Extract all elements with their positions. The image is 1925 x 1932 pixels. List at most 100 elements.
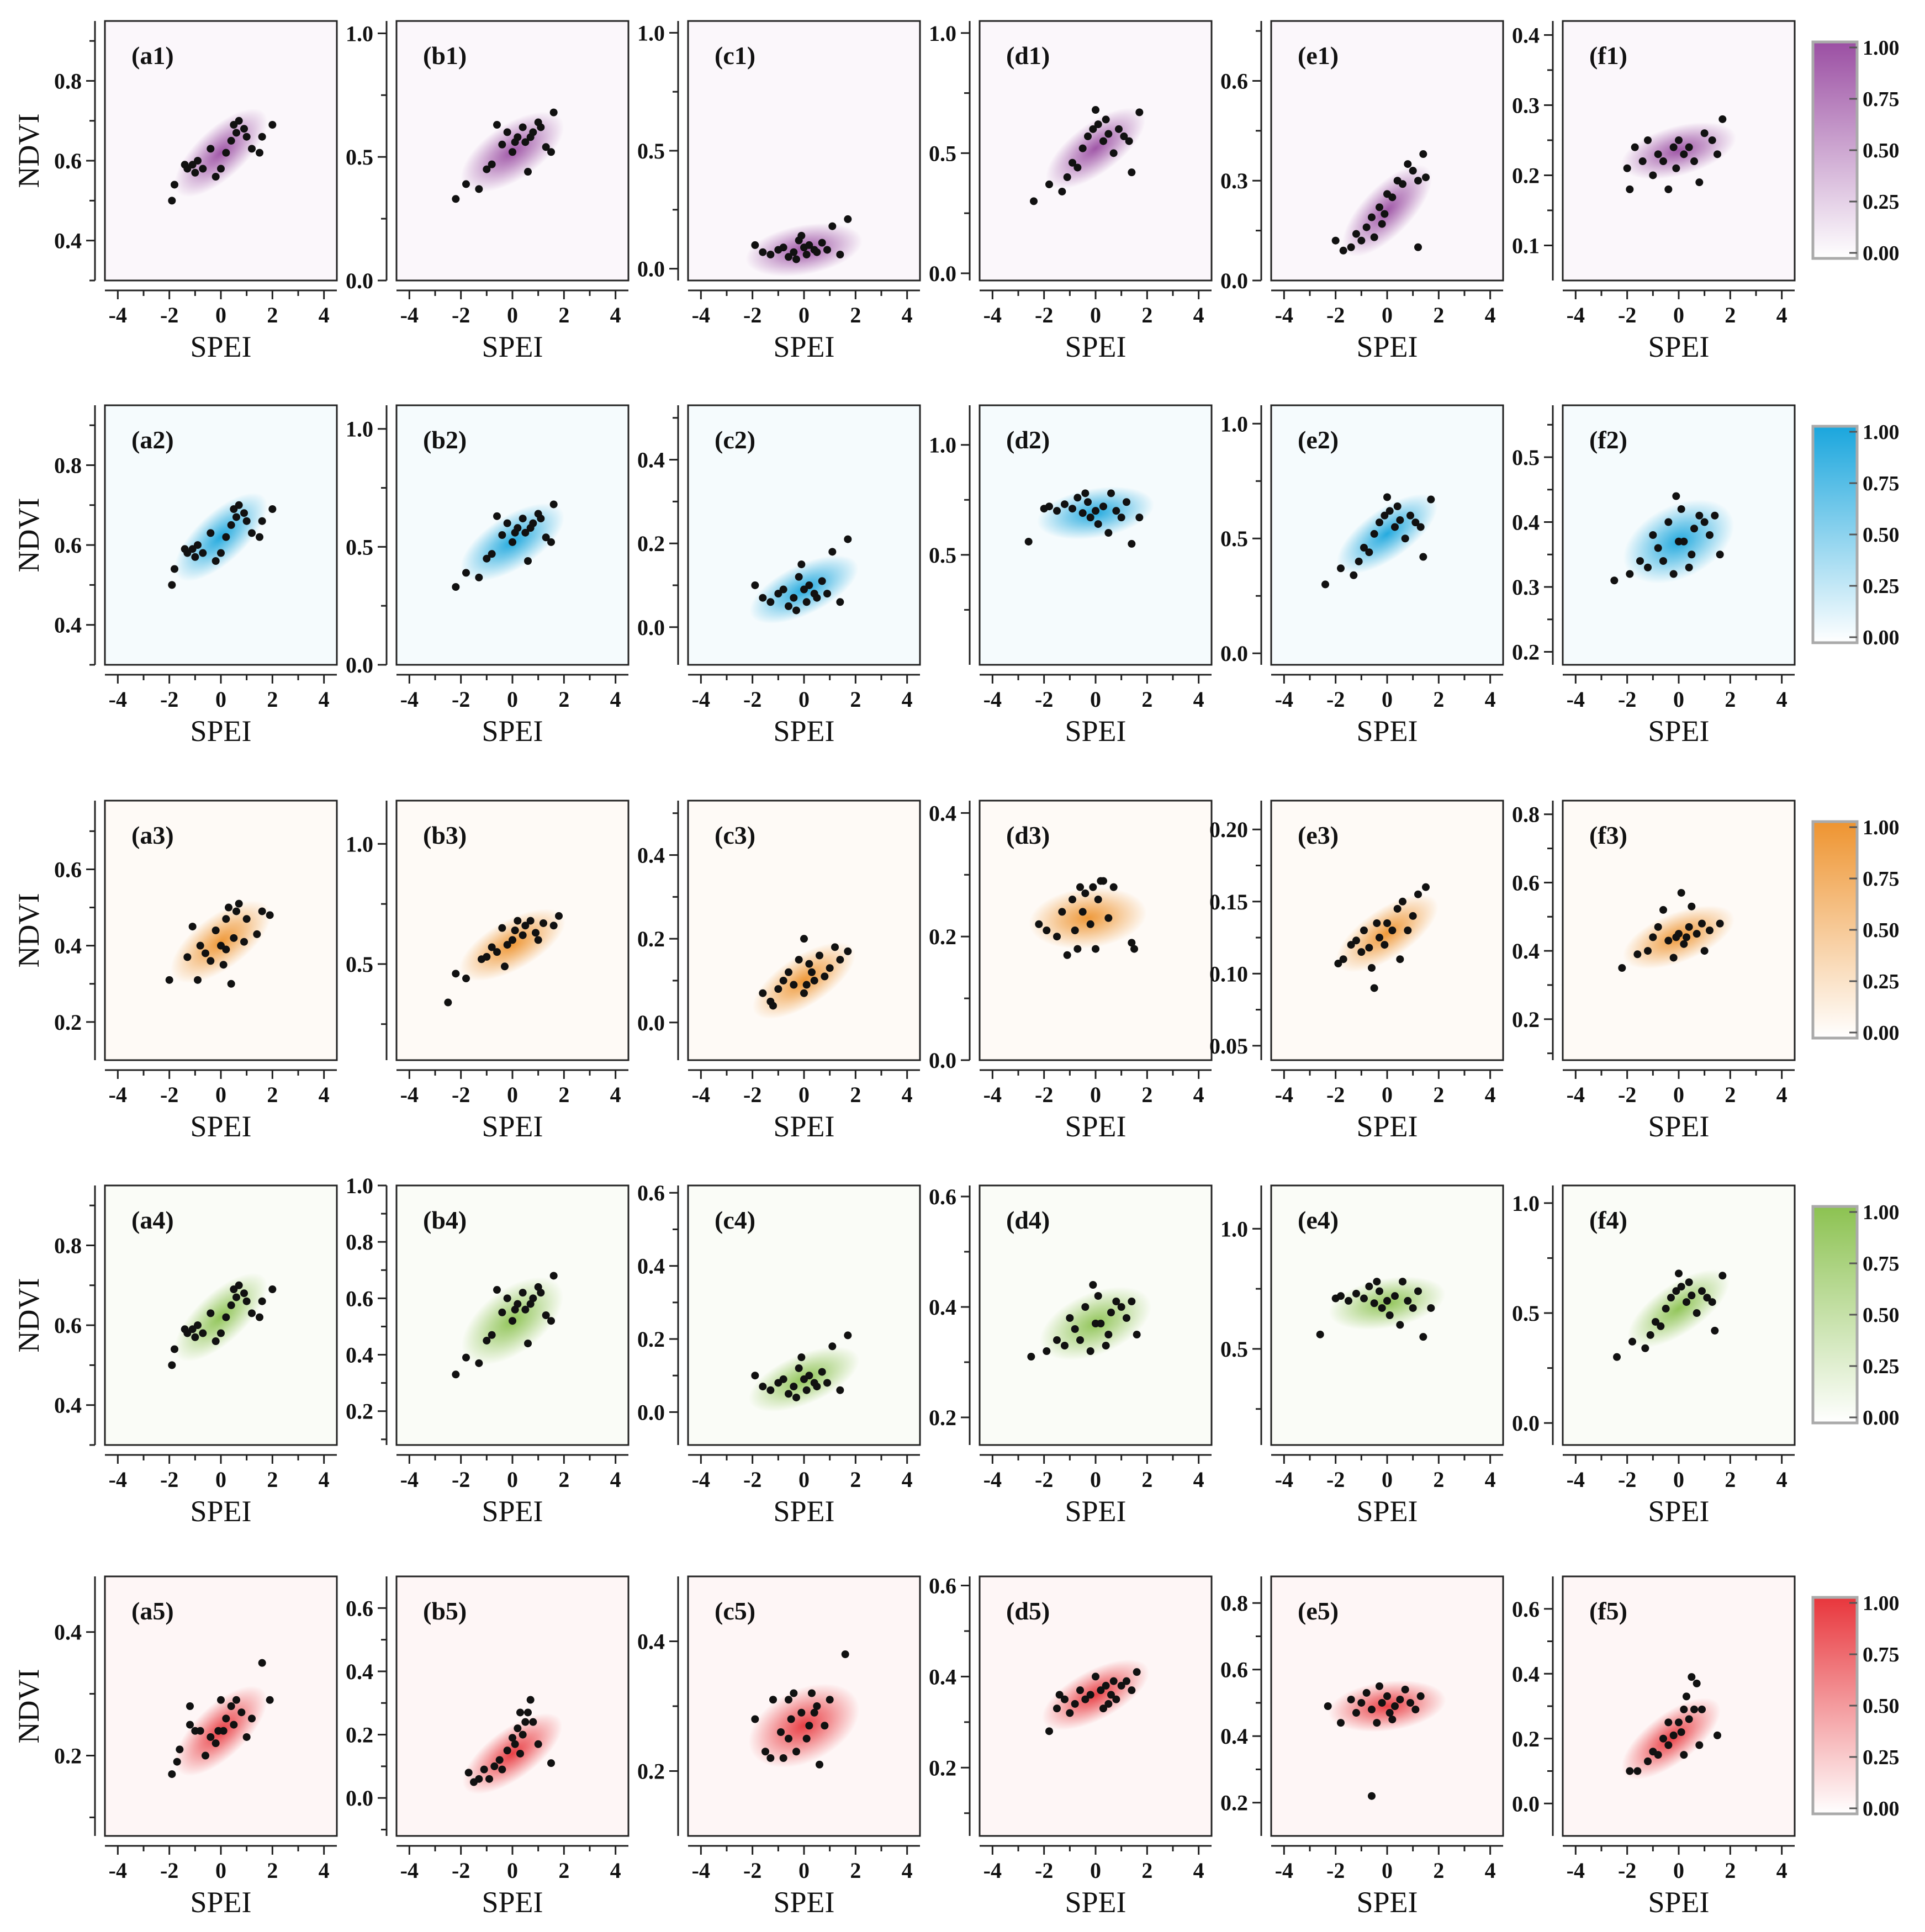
data-point (1422, 883, 1430, 891)
y-tick-label: 0.6 (1220, 1658, 1248, 1682)
data-point (1339, 955, 1347, 964)
y-tick-label: 0.4 (54, 613, 82, 638)
panel-b1: -4 -2 0 2 4 SPEI 0.0 0.5 1.0 (b1) (346, 20, 630, 363)
plot-frame (1562, 20, 1796, 282)
data-point (1393, 904, 1402, 913)
data-point (1383, 1296, 1391, 1305)
data-point (779, 244, 787, 252)
data-point (1360, 1294, 1368, 1303)
data-point (1053, 507, 1061, 515)
data-point (813, 1383, 821, 1391)
data-point (240, 125, 248, 133)
y-tick-label: 0.6 (1512, 870, 1540, 895)
panel-b2: -4 -2 0 2 4 SPEI 0.0 0.5 1.0 (b2) (346, 404, 630, 748)
data-point (475, 185, 483, 193)
x-tick-label: -4 (109, 1082, 127, 1107)
data-point (1045, 502, 1053, 511)
y-tick-label: 0.4 (637, 1629, 665, 1654)
data-point (480, 1765, 488, 1774)
data-point (248, 145, 256, 153)
x-tick-label: 0 (1382, 687, 1393, 712)
data-point (790, 981, 798, 989)
plot-background (396, 1576, 628, 1836)
data-point (488, 1331, 496, 1339)
data-point (1659, 906, 1667, 914)
data-point (805, 581, 813, 589)
data-point (1711, 1326, 1719, 1335)
data-point (1107, 1691, 1115, 1699)
data-point (800, 989, 808, 997)
x-tick-label: 4 (1193, 1082, 1204, 1107)
panel-label: (b4) (423, 1206, 467, 1234)
data-point (821, 972, 829, 981)
data-point (1365, 944, 1373, 952)
data-point (805, 1372, 813, 1380)
data-point (514, 1724, 522, 1733)
data-point (1618, 964, 1626, 972)
y-tick-label: 0.0 (346, 653, 373, 677)
x-axis-title: SPEI (190, 1495, 251, 1528)
x-tick-label: 0 (798, 1858, 810, 1883)
y-tick-label: 0.0 (637, 257, 665, 282)
panel-label: (f4) (1589, 1206, 1627, 1234)
data-point (509, 1734, 516, 1742)
x-tick-label: -2 (1035, 1082, 1053, 1107)
plot-frame (1270, 800, 1504, 1061)
data-point (779, 1375, 787, 1383)
data-point (1409, 167, 1417, 175)
data-point (1086, 1691, 1094, 1699)
data-point (1633, 950, 1642, 959)
data-point (227, 980, 235, 988)
data-point (493, 512, 501, 520)
x-tick-label: 0 (1090, 1467, 1101, 1492)
data-point (1685, 923, 1693, 931)
panel-label: (c2) (715, 426, 755, 454)
data-point (792, 1748, 800, 1756)
data-point (475, 573, 483, 581)
x-tick-label: 4 (902, 1082, 913, 1107)
data-point (795, 1364, 803, 1372)
x-tick-label: 4 (1193, 1858, 1204, 1883)
x-axis-title: SPEI (1065, 330, 1126, 363)
y-tick-label: 0.3 (1512, 93, 1540, 118)
data-point (495, 1756, 504, 1764)
data-point (168, 1361, 176, 1369)
data-point (1646, 1331, 1654, 1339)
x-tick-label: 2 (1433, 303, 1444, 327)
data-point (1027, 1353, 1035, 1361)
data-point (1112, 1298, 1120, 1305)
x-axis-title: SPEI (1648, 714, 1709, 748)
data-point (1716, 551, 1724, 559)
data-point (785, 1390, 792, 1398)
data-point (1076, 1686, 1084, 1695)
data-point (816, 1760, 823, 1769)
data-point (1664, 1741, 1673, 1749)
panel-e2: -4 -2 0 2 4 SPEI 0.0 0.5 1.0 (e2) (1220, 404, 1504, 748)
data-point (1081, 889, 1090, 897)
colorbar-row-2: 1.00 0.75 0.50 0.25 0.00 (1811, 421, 1900, 649)
y-tick-label: 0.10 (1209, 961, 1248, 986)
panel-e5: -4 -2 0 2 4 SPEI 0.2 0.4 0.6 0.8 (e5) (1220, 1575, 1504, 1919)
x-tick-label: 0 (1673, 1082, 1684, 1107)
data-point (514, 1300, 522, 1308)
plot-frame (1562, 800, 1796, 1061)
data-point (1078, 908, 1087, 916)
x-tick-label: 2 (850, 1082, 861, 1107)
x-axis-title: SPEI (1065, 714, 1126, 748)
data-point (1409, 912, 1417, 920)
panel-label: (e5) (1298, 1597, 1339, 1625)
data-point (268, 505, 277, 513)
data-point (1628, 1337, 1636, 1346)
data-point (526, 917, 535, 925)
data-point (1071, 1325, 1079, 1333)
data-point (222, 149, 230, 157)
y-tick-label: 1.0 (346, 417, 373, 442)
data-point (1115, 125, 1123, 133)
data-point (483, 1336, 491, 1345)
panel-b3: -4 -2 0 2 4 SPEI 0.5 1.0 (b3) (346, 800, 630, 1143)
data-point (1360, 927, 1368, 934)
data-point (844, 535, 852, 543)
data-point (1683, 1298, 1690, 1306)
data-point (1365, 1282, 1373, 1290)
data-point (1133, 1331, 1141, 1338)
